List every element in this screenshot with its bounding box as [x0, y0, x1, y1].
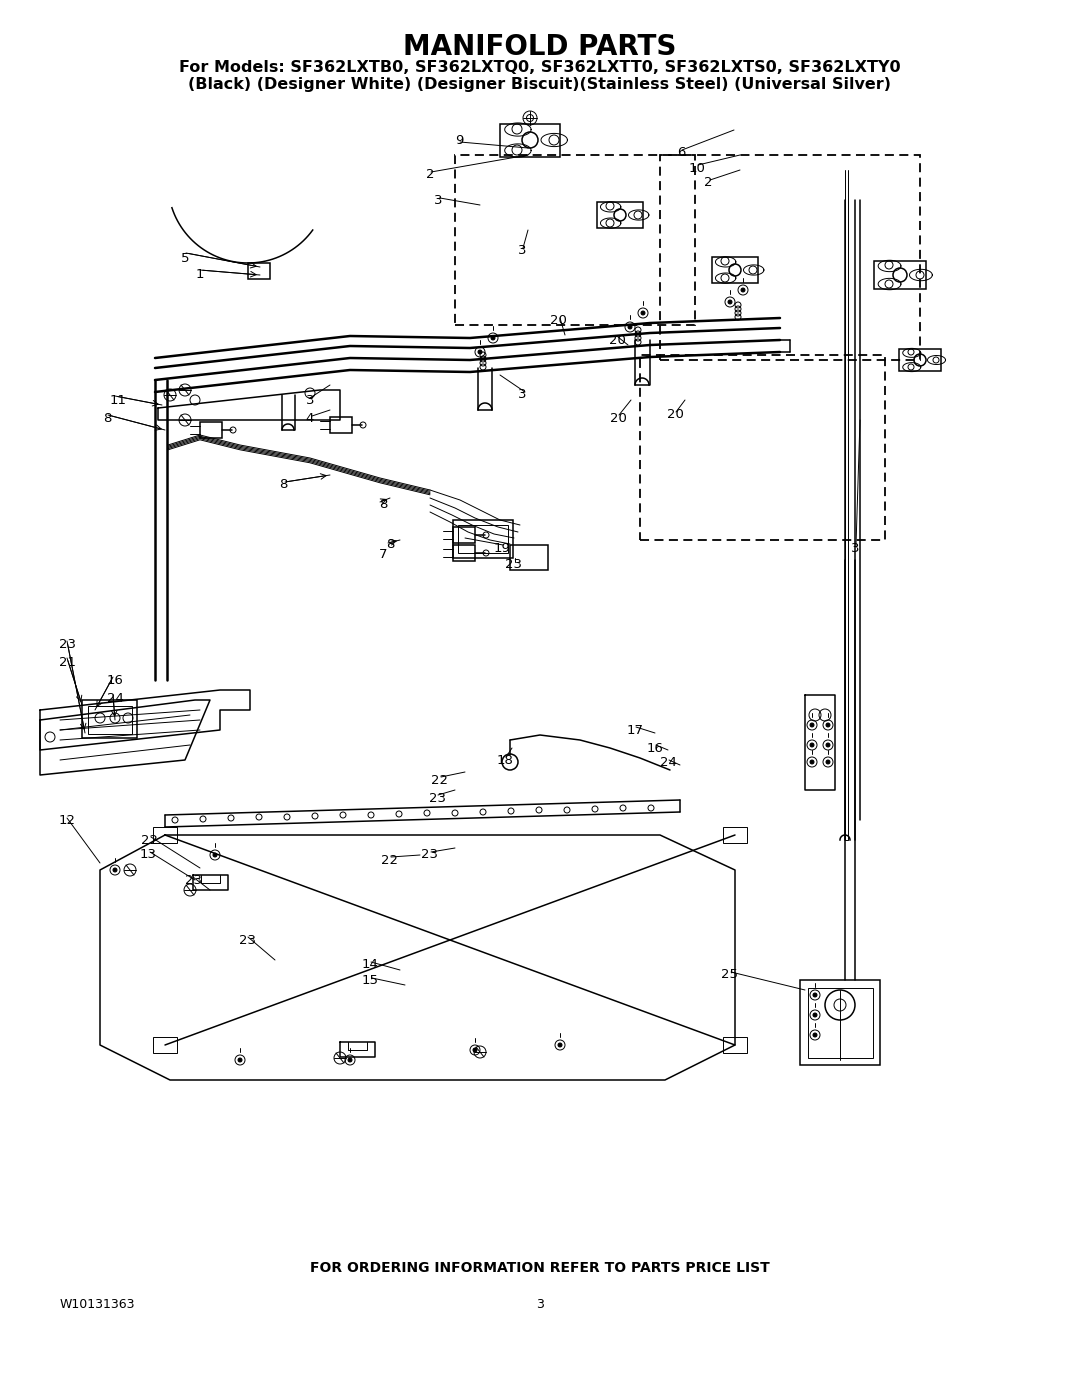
- Circle shape: [826, 724, 831, 726]
- Text: 3: 3: [517, 243, 526, 257]
- Text: 12: 12: [58, 813, 76, 827]
- Bar: [660, 155, 920, 360]
- Text: W10131363: W10131363: [60, 1298, 135, 1312]
- Bar: [453, 527, 475, 543]
- Text: 23: 23: [59, 638, 77, 651]
- Bar: [87, 705, 132, 733]
- Text: MANIFOLD PARTS: MANIFOLD PARTS: [403, 34, 677, 61]
- Text: 8: 8: [103, 412, 111, 425]
- Text: 3: 3: [851, 542, 860, 555]
- Text: 4: 4: [306, 412, 314, 425]
- Bar: [596, 203, 644, 228]
- Bar: [153, 1037, 177, 1053]
- Text: 23: 23: [429, 792, 446, 805]
- Bar: [200, 422, 222, 439]
- Circle shape: [810, 743, 814, 747]
- Bar: [330, 416, 352, 433]
- Bar: [458, 525, 508, 553]
- Text: 3: 3: [434, 194, 442, 207]
- Bar: [153, 827, 177, 842]
- Text: 22: 22: [141, 834, 159, 847]
- Circle shape: [826, 760, 831, 764]
- Circle shape: [741, 288, 745, 292]
- Text: 3: 3: [306, 394, 314, 407]
- Text: 17: 17: [626, 724, 644, 736]
- Circle shape: [558, 1044, 562, 1046]
- Bar: [808, 988, 873, 1058]
- Text: 23: 23: [185, 873, 202, 887]
- Text: For Models: SF362LXTB0, SF362LXTQ0, SF362LXTT0, SF362LXTS0, SF362LXTY0: For Models: SF362LXTB0, SF362LXTQ0, SF36…: [179, 60, 901, 75]
- Bar: [455, 155, 696, 326]
- Text: 14: 14: [362, 958, 378, 971]
- Circle shape: [813, 1013, 816, 1017]
- Text: 20: 20: [609, 412, 626, 425]
- Text: 20: 20: [666, 408, 684, 422]
- Text: 16: 16: [107, 673, 123, 686]
- Text: 8: 8: [386, 538, 394, 552]
- Text: 10: 10: [689, 162, 705, 175]
- Circle shape: [491, 337, 495, 339]
- Text: 15: 15: [362, 974, 378, 986]
- Circle shape: [473, 1048, 477, 1052]
- Circle shape: [813, 993, 816, 997]
- Circle shape: [213, 854, 217, 856]
- Bar: [712, 257, 758, 282]
- Circle shape: [810, 724, 814, 726]
- Text: 7: 7: [379, 549, 388, 562]
- Bar: [874, 261, 927, 289]
- Circle shape: [627, 326, 632, 330]
- Text: 8: 8: [379, 499, 388, 511]
- Text: 16: 16: [647, 742, 663, 754]
- Circle shape: [238, 1058, 242, 1062]
- Text: 20: 20: [608, 334, 625, 346]
- Text: 24: 24: [107, 692, 123, 704]
- Bar: [640, 355, 885, 541]
- Bar: [900, 349, 941, 372]
- Circle shape: [813, 1032, 816, 1037]
- Circle shape: [728, 300, 732, 305]
- Bar: [800, 981, 880, 1065]
- Text: 23: 23: [421, 848, 438, 862]
- Text: 9: 9: [455, 134, 463, 147]
- Text: 5: 5: [180, 251, 189, 264]
- Text: 20: 20: [550, 313, 566, 327]
- Text: 19: 19: [494, 542, 511, 555]
- Bar: [248, 263, 270, 279]
- Text: 22: 22: [381, 854, 399, 866]
- Text: 23: 23: [239, 933, 256, 947]
- Text: FOR ORDERING INFORMATION REFER TO PARTS PRICE LIST: FOR ORDERING INFORMATION REFER TO PARTS …: [310, 1261, 770, 1275]
- Text: 18: 18: [497, 753, 513, 767]
- Text: 8: 8: [279, 479, 287, 492]
- Text: 6: 6: [677, 145, 685, 158]
- Bar: [500, 123, 561, 156]
- Circle shape: [810, 760, 814, 764]
- Bar: [453, 545, 475, 562]
- Circle shape: [348, 1058, 352, 1062]
- Text: 11: 11: [109, 394, 126, 407]
- Text: (Black) (Designer White) (Designer Biscuit)(Stainless Steel) (Universal Silver): (Black) (Designer White) (Designer Biscu…: [189, 77, 891, 91]
- Text: 23: 23: [504, 559, 522, 571]
- Text: 13: 13: [139, 848, 157, 862]
- Circle shape: [478, 351, 482, 353]
- Text: 2: 2: [426, 169, 434, 182]
- Text: 24: 24: [660, 757, 676, 770]
- Bar: [82, 700, 137, 738]
- Text: 21: 21: [59, 655, 77, 669]
- Text: 3: 3: [536, 1298, 544, 1312]
- Bar: [723, 1037, 747, 1053]
- Text: 3: 3: [517, 388, 526, 401]
- Circle shape: [113, 868, 117, 872]
- Bar: [723, 827, 747, 842]
- Circle shape: [642, 312, 645, 314]
- Text: 25: 25: [721, 968, 739, 982]
- Text: 2: 2: [704, 176, 712, 190]
- Text: 1: 1: [195, 268, 204, 282]
- Bar: [453, 520, 513, 557]
- Text: 22: 22: [432, 774, 448, 787]
- Circle shape: [826, 743, 831, 747]
- Bar: [510, 545, 548, 570]
